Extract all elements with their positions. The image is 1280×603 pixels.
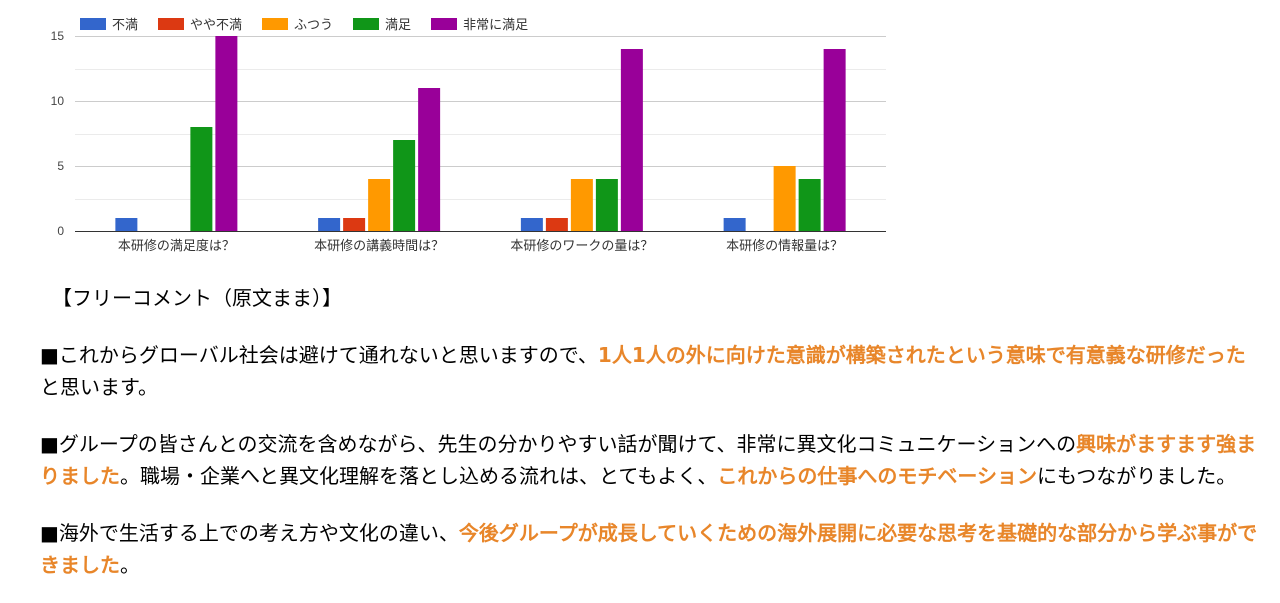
bar-3-3: [798, 179, 821, 231]
x-tick-label-2: 本研修のワークの量は？: [510, 239, 653, 254]
bar-1-4: [418, 88, 441, 231]
legend-item-1: やや不満: [158, 14, 242, 33]
legend-label-1: やや不満: [190, 18, 243, 33]
legend-label-4: 非常に満足: [463, 18, 529, 33]
comment-3-text-2: 。: [120, 553, 140, 577]
bar-1-2: [368, 179, 391, 231]
comment-3-text-1: ■海外で生活する上での考え方や文化の違い、: [40, 521, 459, 545]
legend-label-2: ふつう: [294, 18, 334, 33]
comments-heading: 【フリーコメント（原文まま）】: [52, 286, 342, 310]
comment-2-highlight-2: これからの仕事へのモチベーション: [717, 464, 1038, 488]
y-tick-label-3: 15: [51, 29, 65, 43]
free-comments: 【フリーコメント（原文まま）】 ■これからグローバル社会は避けて通れないと思いま…: [40, 282, 1260, 581]
comment-1: ■これからグローバル社会は避けて通れないと思いますので、1人1人の外に向けた意識…: [40, 339, 1260, 403]
bar-1-3: [393, 140, 416, 231]
legend-item-0: 不満: [80, 14, 138, 33]
x-tick-label-1: 本研修の講義時間は？: [314, 238, 444, 254]
y-tick-label-2: 10: [51, 94, 65, 108]
comment-2-text-2: 。職場・企業へと異文化理解を落とし込める流れは、とてもよく、: [120, 464, 718, 488]
legend-item-3: 満足: [353, 14, 411, 33]
comment-2: ■グループの皆さんとの交流を含めながら、先生の分かりやすい話が聞けて、非常に異文…: [40, 428, 1260, 492]
legend-item-4: 非常に満足: [431, 14, 528, 33]
chart-legend: 不満 やや不満 ふつう 満足 非常に満足: [80, 14, 528, 33]
y-tick-label-1: 5: [57, 159, 64, 173]
legend-swatch-1: [158, 17, 185, 30]
bar-0-3: [190, 127, 213, 231]
bar-2-4: [620, 49, 643, 231]
bar-0-0: [115, 218, 138, 231]
bar-3-0: [723, 218, 746, 231]
x-tick-label-3: 本研修の情報量は？: [726, 239, 843, 254]
bar-2-3: [595, 179, 618, 231]
bar-2-1: [545, 218, 568, 231]
x-tick-label-0: 本研修の満足度は？: [118, 238, 235, 254]
legend-swatch-4: [431, 17, 458, 30]
legend-swatch-2: [262, 17, 289, 30]
bar-2-2: [570, 179, 593, 231]
comment-2-highlight-1: 興味がますます強まりました: [40, 432, 1257, 488]
bar-3-2: [773, 166, 796, 231]
bar-chart: 0 5 10 15 本研修の満足度は？ 本研修の講義時間は？ 本研修のワークの量は？ 本研修の…: [51, 29, 886, 254]
comment-2-text-1: ■グループの皆さんとの交流を含めながら、先生の分かりやすい話が聞けて、非常に異文…: [40, 432, 1077, 456]
comment-3: ■海外で生活する上での考え方や文化の違い、今後グループが成長していくための海外展…: [40, 517, 1260, 581]
comment-1-text-1: ■これからグローバル社会は避けて通れないと思いますので、: [40, 343, 598, 367]
comment-2-text-3: にもつながりました。: [1037, 464, 1237, 488]
comment-1-text-2: と思います。: [40, 375, 158, 399]
bar-0-4: [215, 36, 238, 231]
legend-item-2: ふつう: [262, 14, 333, 33]
bar-1-0: [318, 218, 341, 231]
bar-3-4: [823, 49, 846, 231]
y-tick-label-0: 0: [57, 224, 64, 238]
legend-swatch-0: [80, 17, 106, 30]
comment-1-highlight-1: 1人1人の外に向けた意識が構築されたという意味で有意義な研修だった: [597, 343, 1246, 367]
legend-label-0: 不満: [112, 18, 139, 33]
legend-label-3: 満足: [385, 18, 412, 33]
bar-2-0: [520, 218, 543, 231]
bar-1-1: [343, 218, 366, 231]
legend-swatch-3: [353, 17, 380, 30]
comment-3-highlight-1: 今後グループが成長していくための海外展開に必要な思考を基礎的な部分から学ぶ事がで…: [40, 521, 1258, 577]
